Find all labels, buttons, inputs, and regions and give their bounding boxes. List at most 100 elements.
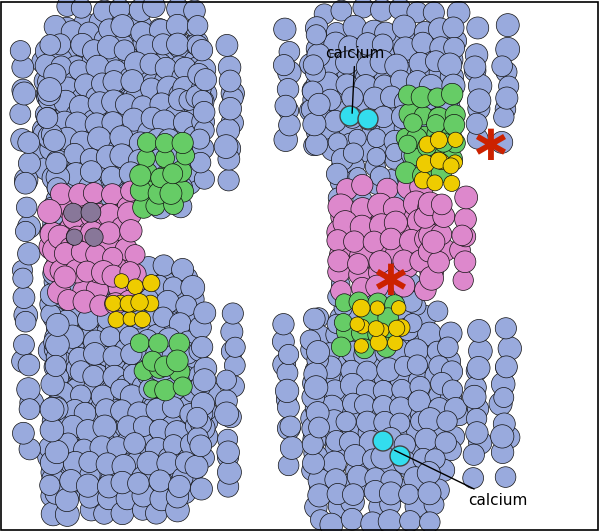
Circle shape <box>54 266 76 288</box>
Circle shape <box>172 181 194 202</box>
Circle shape <box>178 171 201 194</box>
Circle shape <box>44 356 67 379</box>
Circle shape <box>389 397 412 419</box>
Circle shape <box>43 258 68 282</box>
Circle shape <box>54 90 77 114</box>
Circle shape <box>221 82 244 105</box>
Circle shape <box>319 383 341 404</box>
Circle shape <box>427 109 449 131</box>
Circle shape <box>335 294 353 312</box>
Circle shape <box>358 109 378 129</box>
Circle shape <box>300 330 320 350</box>
Circle shape <box>39 234 65 260</box>
Circle shape <box>13 82 36 105</box>
Circle shape <box>137 451 161 475</box>
Circle shape <box>305 133 328 156</box>
Circle shape <box>181 433 203 456</box>
Circle shape <box>388 436 411 459</box>
Circle shape <box>81 283 101 304</box>
Circle shape <box>82 40 106 63</box>
Circle shape <box>133 48 155 71</box>
Circle shape <box>443 37 464 58</box>
Circle shape <box>303 89 325 111</box>
Circle shape <box>328 261 350 283</box>
Circle shape <box>278 61 301 84</box>
Circle shape <box>341 490 364 514</box>
Circle shape <box>103 122 122 142</box>
Circle shape <box>154 428 177 452</box>
Circle shape <box>10 104 31 124</box>
Circle shape <box>185 35 205 55</box>
Circle shape <box>191 416 215 440</box>
Circle shape <box>352 323 370 342</box>
Circle shape <box>191 392 214 414</box>
Circle shape <box>174 482 196 504</box>
Circle shape <box>125 411 148 434</box>
Circle shape <box>341 473 362 494</box>
Circle shape <box>191 403 213 424</box>
Circle shape <box>98 203 121 227</box>
Circle shape <box>277 397 299 418</box>
Circle shape <box>66 229 83 245</box>
Circle shape <box>119 326 140 347</box>
Circle shape <box>336 74 358 96</box>
Circle shape <box>56 127 79 150</box>
Circle shape <box>403 314 422 332</box>
Circle shape <box>140 78 163 100</box>
Circle shape <box>361 456 382 476</box>
Circle shape <box>57 0 77 16</box>
Circle shape <box>115 120 136 142</box>
Circle shape <box>46 313 69 337</box>
Circle shape <box>132 433 154 455</box>
Circle shape <box>102 179 125 202</box>
Circle shape <box>160 426 183 450</box>
Circle shape <box>155 57 176 79</box>
Circle shape <box>169 361 190 382</box>
Circle shape <box>61 195 82 216</box>
Circle shape <box>44 337 68 361</box>
Circle shape <box>98 157 121 180</box>
Circle shape <box>119 121 142 143</box>
Circle shape <box>125 377 146 398</box>
Circle shape <box>88 92 111 115</box>
Circle shape <box>140 424 163 446</box>
Circle shape <box>396 318 419 340</box>
Circle shape <box>67 357 88 379</box>
Circle shape <box>415 459 437 481</box>
Circle shape <box>445 398 467 419</box>
Circle shape <box>412 49 434 71</box>
Circle shape <box>153 307 173 327</box>
Circle shape <box>146 344 166 364</box>
Circle shape <box>307 121 329 144</box>
Circle shape <box>369 497 389 517</box>
Circle shape <box>349 30 370 51</box>
Circle shape <box>319 61 342 84</box>
Circle shape <box>67 119 88 140</box>
Circle shape <box>190 129 210 149</box>
Circle shape <box>186 31 208 54</box>
Circle shape <box>495 99 516 119</box>
Circle shape <box>61 46 82 67</box>
Circle shape <box>277 390 296 410</box>
Circle shape <box>427 479 449 501</box>
Circle shape <box>149 104 172 127</box>
Circle shape <box>49 119 73 143</box>
Circle shape <box>327 478 349 501</box>
Circle shape <box>152 471 172 491</box>
Circle shape <box>71 242 92 262</box>
Circle shape <box>319 402 342 424</box>
Circle shape <box>379 353 400 374</box>
Circle shape <box>299 54 322 75</box>
Circle shape <box>425 51 446 72</box>
Circle shape <box>396 128 415 148</box>
Circle shape <box>77 222 101 245</box>
Circle shape <box>428 139 450 161</box>
Circle shape <box>97 308 119 330</box>
Circle shape <box>157 321 178 343</box>
Circle shape <box>382 169 400 188</box>
Circle shape <box>78 309 100 331</box>
Circle shape <box>64 399 86 422</box>
Circle shape <box>307 409 328 430</box>
Circle shape <box>215 390 238 412</box>
Circle shape <box>125 452 146 473</box>
